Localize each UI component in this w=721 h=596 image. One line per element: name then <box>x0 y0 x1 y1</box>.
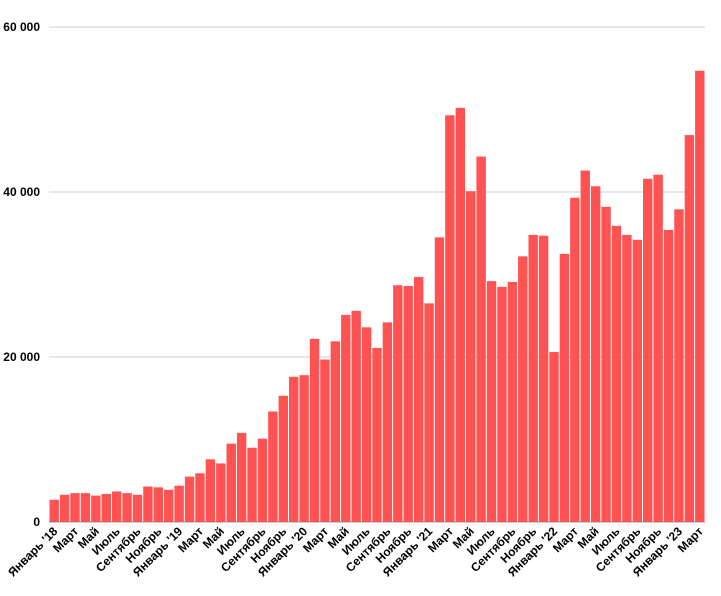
y-tick-label: 40 000 <box>3 185 40 199</box>
bar <box>341 314 351 522</box>
bar <box>164 489 174 522</box>
bar <box>393 285 403 522</box>
bar <box>153 487 164 522</box>
bar <box>309 338 320 522</box>
bar <box>330 341 341 522</box>
y-tick-label: 0 <box>33 515 40 529</box>
bar <box>632 239 643 522</box>
bar <box>424 303 434 523</box>
bar <box>216 463 226 522</box>
bar <box>268 411 278 522</box>
bar <box>49 499 59 522</box>
bar <box>611 225 622 522</box>
bar <box>184 476 195 523</box>
bar <box>226 443 236 523</box>
bar <box>497 286 507 523</box>
bar <box>361 327 372 522</box>
bar <box>320 359 330 522</box>
bar <box>590 186 601 523</box>
y-tick-label: 20 000 <box>3 350 40 364</box>
bar <box>413 276 424 522</box>
bar <box>643 178 653 523</box>
bar <box>101 493 111 522</box>
bar <box>403 286 413 522</box>
bar <box>434 237 445 523</box>
bar <box>528 234 538 522</box>
bar <box>111 491 122 522</box>
bar <box>122 493 132 523</box>
x-axis-ticks: Январь '18МартМайИюльСентябрьНоябрьЯнвар… <box>5 524 706 579</box>
bar <box>663 229 674 522</box>
bar <box>132 494 143 522</box>
bar <box>570 197 580 522</box>
bar <box>236 432 247 522</box>
bar <box>59 494 70 522</box>
bar-series <box>49 70 705 523</box>
bar <box>174 485 184 522</box>
x-tick-label: Январь '18 <box>5 524 60 579</box>
bar <box>299 375 309 522</box>
y-axis-ticks: 0 20 000 40 000 60 000 <box>3 20 40 529</box>
bar <box>559 253 570 523</box>
bar <box>455 107 466 522</box>
bar <box>143 486 153 522</box>
bar <box>288 376 299 522</box>
bar <box>486 281 497 522</box>
bar <box>257 438 268 522</box>
bar <box>205 459 216 522</box>
bar <box>195 473 205 522</box>
bar <box>91 495 101 522</box>
bar <box>507 281 518 522</box>
bar <box>445 115 455 523</box>
bar <box>351 310 361 522</box>
bar <box>684 135 695 522</box>
bar <box>80 493 91 523</box>
bar <box>538 235 549 522</box>
bar <box>518 256 528 522</box>
bar <box>278 395 288 522</box>
bar <box>674 209 684 522</box>
bar <box>372 347 382 522</box>
bar <box>695 70 705 522</box>
bar <box>382 322 393 522</box>
y-tick-label: 60 000 <box>3 20 40 34</box>
bar <box>466 191 476 522</box>
bar <box>549 352 559 522</box>
bar <box>653 174 663 522</box>
bar <box>622 234 632 522</box>
bar <box>580 170 590 523</box>
bar <box>70 493 80 523</box>
bar <box>601 206 611 522</box>
bar <box>247 447 257 522</box>
bar <box>476 156 486 522</box>
